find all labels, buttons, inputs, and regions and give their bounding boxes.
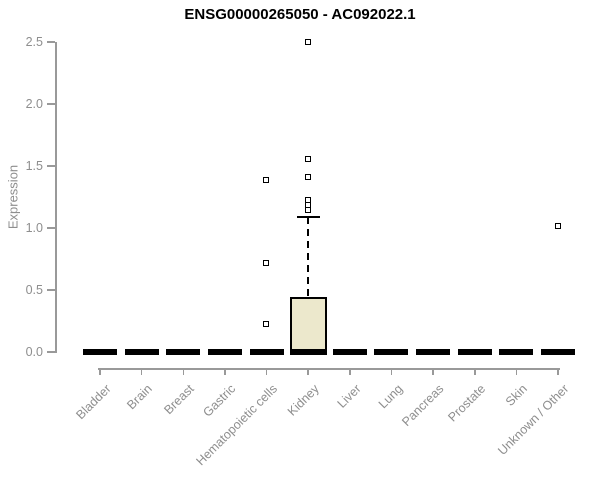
y-tick-label: 1.5: [25, 159, 43, 173]
x-tick: [182, 368, 185, 375]
x-tick-label-gastric: Gastric: [200, 381, 239, 420]
x-tick-label-pancreas: Pancreas: [399, 381, 447, 429]
zero-bar-pancreas: [416, 349, 451, 355]
outlier-point-unknown-other: [554, 223, 561, 230]
zero-bar-hematopoietic-cells: [249, 349, 284, 355]
zero-bar-brain: [124, 349, 159, 355]
x-axis-line: [98, 368, 560, 370]
outlier-point-hematopoietic-cells: [263, 177, 270, 184]
whisker-cap-kidney: [296, 215, 320, 218]
outlier-point-kidney: [304, 38, 311, 45]
y-tick: [47, 227, 55, 229]
zero-bar-unknown-other: [541, 349, 576, 355]
outlier-point-kidney: [304, 173, 311, 180]
x-tick: [99, 368, 101, 375]
x-tick: [224, 368, 226, 375]
x-tick-label-kidney: Kidney: [284, 381, 322, 419]
x-tick-label-skin: Skin: [502, 381, 531, 409]
y-tick-label: 2.0: [25, 97, 43, 111]
outlier-point-hematopoietic-cells: [263, 260, 270, 267]
median-line-kidney: [289, 349, 327, 355]
x-tick: [390, 368, 393, 375]
x-tick: [140, 368, 143, 375]
x-tick: [432, 368, 434, 375]
whisker-line-kidney: [307, 216, 310, 298]
x-tick-label-brain: Brain: [124, 381, 156, 413]
zero-bar-skin: [499, 349, 534, 355]
box-kidney: [289, 297, 327, 352]
y-tick-label: 1.0: [25, 221, 43, 235]
zero-bar-liver: [332, 349, 367, 355]
x-tick: [515, 368, 518, 375]
outlier-point-kidney: [304, 197, 311, 204]
x-tick: [265, 368, 268, 375]
y-tick: [47, 351, 55, 353]
x-tick-label-breast: Breast: [161, 381, 197, 418]
outlier-point-hematopoietic-cells: [263, 321, 270, 328]
outlier-point-kidney: [304, 156, 311, 163]
zero-bar-bladder: [83, 349, 117, 355]
y-tick: [47, 41, 55, 43]
y-tick-label: 0.5: [25, 283, 43, 297]
y-tick-label: 2.5: [25, 35, 43, 49]
y-tick-label: 0.0: [25, 345, 43, 359]
x-tick-label-liver: Liver: [334, 381, 364, 411]
y-tick: [47, 289, 55, 291]
zero-bar-prostate: [457, 349, 492, 355]
x-tick: [307, 368, 309, 375]
zero-bar-lung: [374, 349, 409, 355]
chart-title: ENSG00000265050 - AC092022.1: [184, 6, 416, 23]
x-tick: [474, 368, 476, 375]
x-tick: [349, 368, 351, 375]
y-axis-line: [55, 42, 57, 353]
y-tick: [47, 165, 55, 167]
y-tick: [47, 103, 55, 105]
zero-bar-gastric: [207, 349, 242, 355]
zero-bar-breast: [166, 349, 201, 355]
x-tick-label-lung: Lung: [375, 381, 406, 412]
x-tick: [557, 368, 559, 375]
x-tick-label-prostate: Prostate: [445, 381, 489, 425]
x-tick-label-bladder: Bladder: [73, 381, 114, 423]
